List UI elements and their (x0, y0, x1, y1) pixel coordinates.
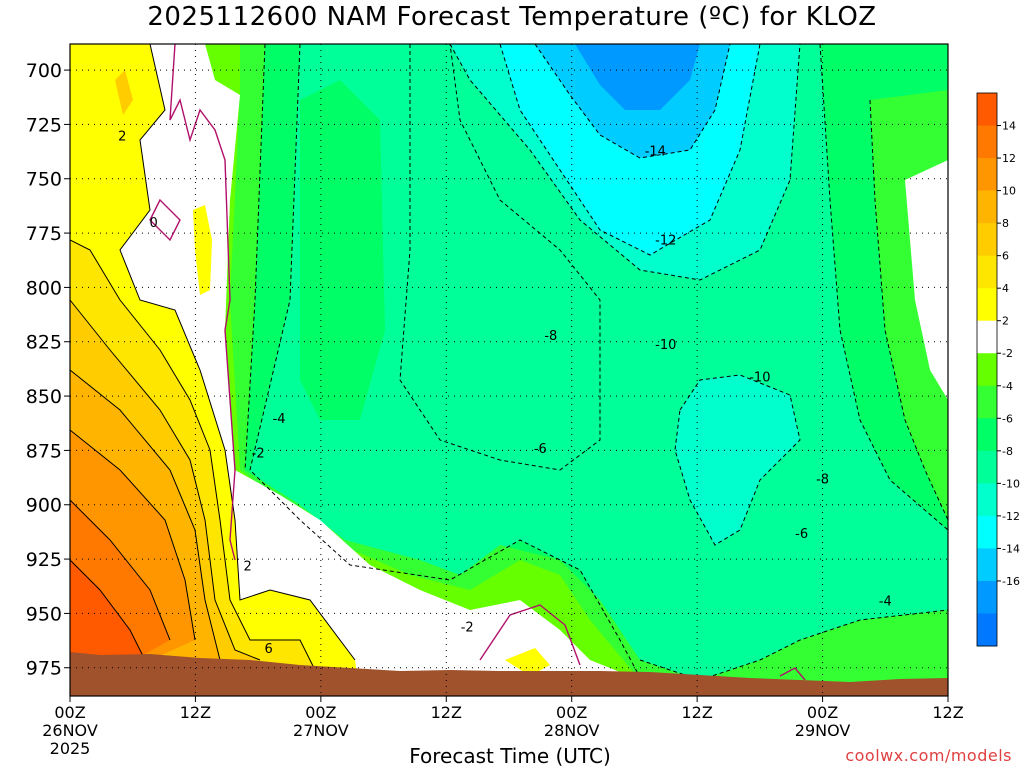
colorbar-label: 10 (1002, 185, 1016, 198)
x-tick-label: 12Z (431, 703, 462, 722)
colorbar-swatch (977, 515, 997, 549)
colorbar-swatch (977, 125, 997, 159)
y-tick-label: 925 (26, 549, 62, 571)
colorbar-label: 12 (1002, 152, 1016, 165)
yellow-patch (193, 205, 212, 295)
colorbar-label: -10 (1002, 477, 1020, 490)
colorbar-swatch (977, 613, 997, 647)
colorbar-swatch (977, 483, 997, 517)
contour-label: -4 (273, 412, 286, 427)
colorbar-label: -4 (1002, 380, 1013, 393)
x-tick-label: 12Z (180, 703, 211, 722)
y-tick-label: 950 (26, 603, 62, 625)
contour-label: -8 (544, 329, 557, 344)
y-tick-label: 850 (26, 386, 62, 408)
colorbar: 14 12 10 8 6 4 2 -2 -4 -6 -8 -10 -12 -14 -16 (976, 92, 1020, 647)
x-tick-label: 28NOV (544, 721, 600, 740)
colorbar-swatch (977, 353, 997, 387)
y-tick-label: 825 (26, 332, 62, 354)
y-tick-label: 975 (26, 658, 62, 680)
plot-frame (69, 43, 949, 697)
contour-label: 0 (149, 216, 157, 231)
contour-labels: 2 0 -14 -12 -8 -10 -10 -4 -2 -6 -8 -6 2 -4 -2 6 (118, 129, 892, 657)
y-tick-label: 875 (26, 440, 62, 462)
colorbar-swatch (977, 158, 997, 192)
y-tick-label: 900 (26, 495, 62, 517)
contour-label: 2 (118, 129, 126, 144)
contour-label: -10 (655, 338, 676, 353)
colorbar-label: 6 (1002, 250, 1009, 263)
y-tick-label: 775 (26, 223, 62, 245)
temperature-field (70, 44, 948, 696)
x-tick-label: 00Z (807, 703, 838, 722)
band-white-right (905, 160, 948, 400)
credit-text: coolwx.com/models (845, 746, 1012, 765)
colorbar-label: 4 (1002, 282, 1009, 295)
y-axis: 700 725 750 775 800 825 850 875 900 925 950 975 (26, 60, 70, 680)
yellow-patch-bottom (505, 648, 550, 676)
x-tick-label: 00Z (54, 703, 85, 722)
y-tick-label: 750 (26, 169, 62, 191)
contour-label: -4 (879, 594, 892, 609)
x-tick-label: 29NOV (795, 721, 851, 740)
colorbar-frame (976, 92, 998, 647)
x-tick-label: 27NOV (293, 721, 349, 740)
terrain-ground (70, 652, 948, 696)
colorbar-swatch (977, 320, 997, 354)
colorbar-label: -12 (1002, 510, 1020, 523)
colorbar-label: 2 (1002, 315, 1009, 328)
x-tick-label: 00Z (556, 703, 587, 722)
y-tick-label: 800 (26, 277, 62, 299)
zero-contour (149, 44, 806, 681)
colorbar-label: -6 (1002, 412, 1013, 425)
colorbar-label: -8 (1002, 445, 1013, 458)
contour-label: -6 (795, 527, 808, 542)
negative-contours (244, 44, 948, 696)
contour-label: -2 (252, 447, 265, 462)
chart-title: 2025112600 NAM Forecast Temperature (ºC)… (147, 2, 877, 32)
x-tick-label: 00Z (305, 703, 336, 722)
colorbar-label: -2 (1002, 347, 1013, 360)
contour-label: 6 (264, 642, 272, 657)
grid-lines (70, 44, 949, 696)
y-tick-label: 725 (26, 114, 62, 136)
x-tick-label: 12Z (932, 703, 963, 722)
contour-label: -12 (655, 234, 676, 249)
colorbar-label: 14 (1002, 120, 1016, 133)
colorbar-label: -16 (1002, 575, 1020, 588)
colorbar-swatch (977, 255, 997, 289)
colorbar-swatch (977, 93, 997, 127)
contour-label: -8 (816, 473, 829, 488)
x-tick-label: 12Z (681, 703, 712, 722)
colorbar-label: -14 (1002, 542, 1020, 555)
band-6-8-inner (300, 80, 385, 420)
contour-label: -10 (749, 371, 770, 386)
colorbar-swatch (977, 223, 997, 257)
colorbar-swatch (977, 418, 997, 452)
contour-label: -2 (461, 620, 474, 635)
colorbar-swatch (977, 288, 997, 322)
colorbar-swatch (977, 450, 997, 484)
colorbar-swatch (977, 385, 997, 419)
contour-label: 2 (244, 560, 252, 575)
positive-contours (70, 44, 356, 681)
y-tick-label: 700 (26, 60, 62, 82)
band-10-12-mid (675, 375, 800, 545)
colorbar-swatch (977, 190, 997, 224)
x-axis-title: Forecast Time (UTC) (409, 744, 611, 768)
colorbar-swatch (977, 580, 997, 614)
x-tick-label: 26NOV (42, 721, 98, 740)
colorbar-swatch (977, 548, 997, 582)
warm-patch (115, 70, 133, 115)
band-lt16 (575, 44, 700, 110)
x-tick-label: 2025 (50, 739, 91, 758)
contour-label: -14 (645, 144, 666, 159)
colorbar-label: 8 (1002, 217, 1009, 230)
contour-label: -6 (534, 442, 547, 457)
